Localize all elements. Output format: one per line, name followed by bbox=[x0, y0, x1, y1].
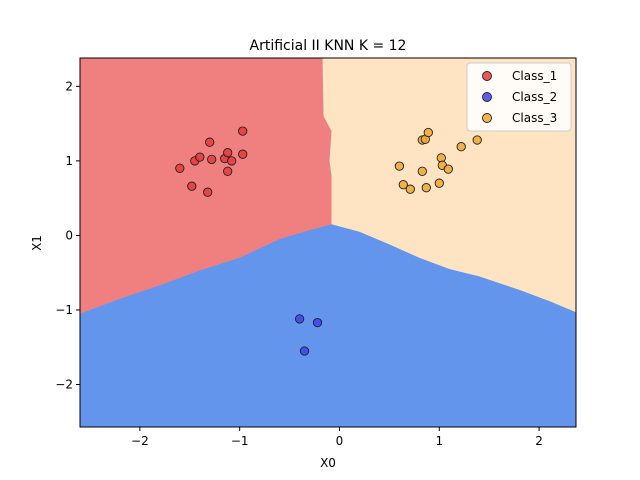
data-point bbox=[227, 156, 237, 166]
data-point bbox=[205, 137, 215, 147]
data-point bbox=[443, 164, 453, 174]
data-point bbox=[405, 184, 415, 194]
data-point bbox=[195, 152, 205, 162]
x-tick-label: 0 bbox=[336, 434, 344, 448]
legend-marker bbox=[482, 71, 492, 81]
data-point bbox=[299, 346, 310, 356]
y-tick-label: 2 bbox=[65, 79, 73, 93]
x-tick-label: −1 bbox=[231, 434, 249, 448]
region-class-1 bbox=[80, 58, 332, 314]
series-class-3 bbox=[394, 127, 482, 194]
data-point bbox=[187, 181, 197, 191]
legend: Class_1 Class_2 Class_3 bbox=[466, 62, 572, 132]
y-tick-label: −1 bbox=[55, 303, 73, 317]
y-tick-label: 1 bbox=[65, 154, 73, 168]
data-point bbox=[472, 135, 482, 145]
x-tick-label: 2 bbox=[535, 434, 543, 448]
data-point bbox=[294, 314, 305, 324]
data-point bbox=[175, 163, 185, 173]
legend-label: Class_3 bbox=[512, 111, 557, 125]
legend-box bbox=[466, 62, 572, 132]
x-axis-label: X0 bbox=[320, 456, 336, 470]
series-class-2 bbox=[294, 314, 323, 356]
data-point bbox=[398, 180, 408, 190]
y-axis-label: X1 bbox=[30, 235, 44, 251]
data-point bbox=[434, 178, 444, 188]
y-tick-label: 0 bbox=[65, 228, 73, 242]
data-points bbox=[175, 126, 482, 356]
chart-title: Artificial II KNN K = 12 bbox=[250, 38, 407, 54]
data-point bbox=[423, 127, 433, 138]
y-axis-ticks: −2 −1 0 1 2 bbox=[55, 79, 80, 392]
legend-label: Class_2 bbox=[512, 90, 557, 104]
data-point bbox=[312, 317, 323, 328]
y-tick-label: −2 bbox=[55, 378, 73, 392]
legend-entries: Class_1 Class_2 Class_3 bbox=[482, 69, 557, 125]
legend-marker bbox=[482, 92, 492, 102]
plot-frame bbox=[79, 57, 577, 428]
x-axis-ticks: −2 −1 0 1 2 bbox=[131, 427, 543, 448]
data-point bbox=[456, 142, 466, 152]
data-point bbox=[417, 166, 427, 176]
data-point bbox=[238, 126, 248, 136]
x-tick-label: −2 bbox=[131, 434, 149, 448]
legend-label: Class_1 bbox=[512, 69, 557, 83]
data-point bbox=[394, 161, 405, 171]
series-class-1 bbox=[175, 126, 248, 197]
data-point bbox=[223, 166, 233, 176]
data-point bbox=[238, 149, 248, 159]
data-point bbox=[223, 148, 233, 158]
data-point bbox=[203, 187, 213, 197]
data-point bbox=[207, 154, 217, 165]
x-tick-label: 1 bbox=[435, 434, 443, 448]
data-point bbox=[421, 183, 431, 193]
legend-marker bbox=[482, 113, 492, 123]
